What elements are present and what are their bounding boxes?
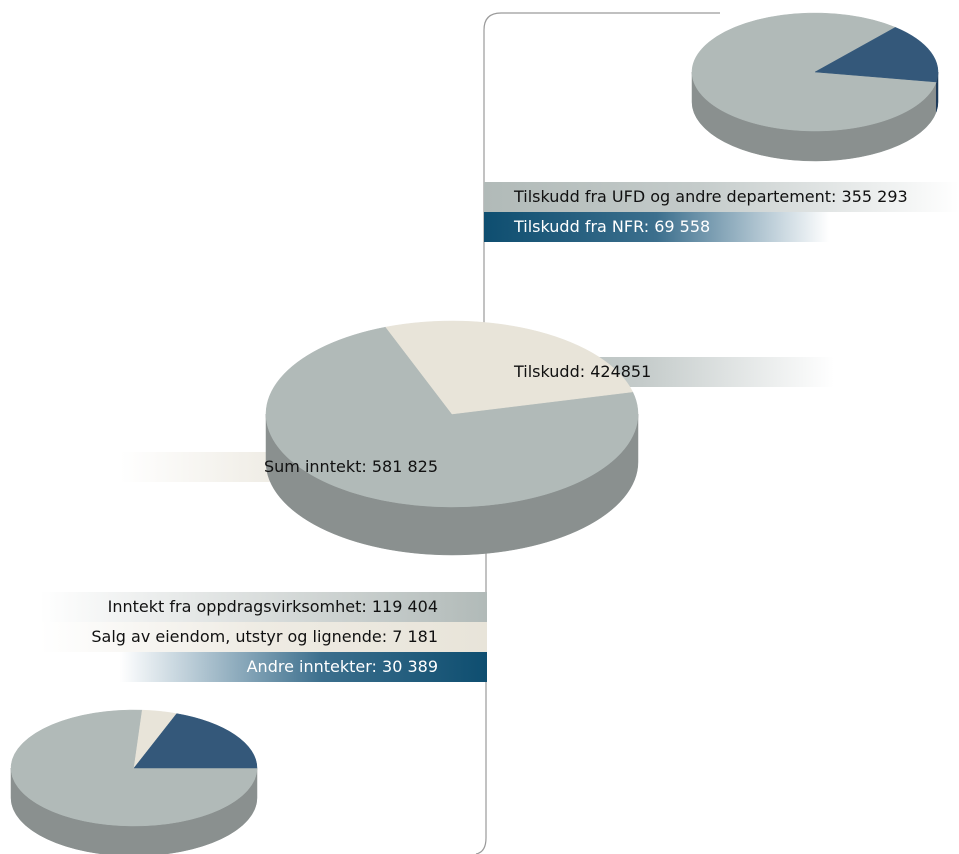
label-andre: Andre inntekter: 30 389 — [246, 657, 438, 676]
pie-slice-grey — [265, 326, 639, 508]
label-bar-andre — [120, 652, 487, 682]
label-sum-inntekt: Sum inntekt: 581 825 — [264, 457, 438, 476]
label-ufd: Tilskudd fra UFD og andre departement: 3… — [514, 187, 908, 206]
other-income-pie — [10, 709, 258, 854]
label-oppdrag: Inntekt fra oppdragsvirksomhet: 119 404 — [107, 597, 438, 616]
connector-line-top — [483, 12, 720, 372]
label-bar-ufd — [484, 182, 959, 212]
label-bar-oppdrag — [40, 592, 487, 622]
label-nfr: Tilskudd fra NFR: 69 558 — [514, 217, 711, 236]
label-tilskudd: Tilskudd: 424851 — [514, 362, 652, 381]
label-salg: Salg av eiendom, utstyr og lignende: 7 1… — [91, 627, 438, 646]
tilskudd-pie — [691, 12, 939, 162]
label-bar-salg — [40, 622, 487, 652]
pie-slice-blue — [814, 27, 939, 83]
pie-slice-grey — [691, 12, 937, 132]
pie-slice-blue — [133, 713, 258, 769]
main-pie — [265, 320, 639, 556]
pie-slice-beige — [385, 320, 634, 415]
label-bar-nfr — [484, 212, 829, 242]
